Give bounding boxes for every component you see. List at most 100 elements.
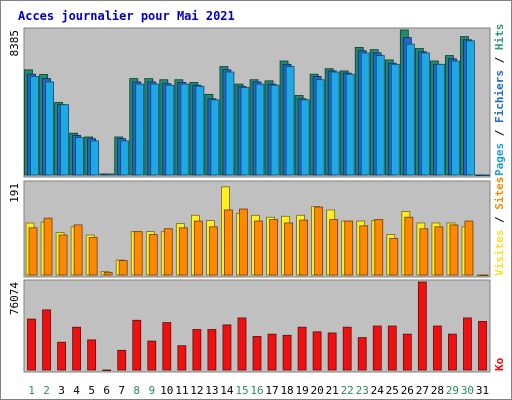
bar-pages-day-10 bbox=[165, 84, 175, 176]
bar-pages-day-5 bbox=[90, 140, 100, 176]
panel-legend: Visites / Sites bbox=[493, 177, 506, 276]
bar-sites-day-24 bbox=[374, 219, 384, 276]
bar-sites-day-29 bbox=[449, 224, 459, 276]
bar-ko-day-5 bbox=[87, 339, 97, 371]
bar-sites-day-15 bbox=[239, 208, 248, 276]
bar-ko-day-28 bbox=[432, 325, 442, 371]
bar-ko-day-21 bbox=[327, 332, 337, 371]
day-label-17: 17 bbox=[265, 384, 278, 397]
bar-sites-day-2 bbox=[43, 217, 53, 276]
bar-pages-day-20 bbox=[315, 79, 325, 176]
bar-pages-day-24 bbox=[375, 55, 385, 176]
day-label-25: 25 bbox=[386, 384, 399, 397]
panel-legend: Ko bbox=[493, 357, 506, 371]
bar-pages-day-15 bbox=[240, 87, 250, 176]
legend-entry: Hits bbox=[493, 24, 506, 51]
day-label-8: 8 bbox=[133, 384, 140, 397]
ymax-label: 76074 bbox=[8, 282, 21, 315]
bar-pages-day-30 bbox=[466, 40, 475, 176]
day-label-7: 7 bbox=[118, 384, 125, 397]
ymax-label: 8385 bbox=[8, 30, 21, 57]
day-label-2: 2 bbox=[43, 384, 50, 397]
bar-sites-day-26 bbox=[404, 216, 414, 276]
bar-ko-day-17 bbox=[267, 333, 277, 371]
bar-sites-day-18 bbox=[284, 222, 293, 276]
bar-pages-day-1 bbox=[30, 76, 39, 176]
bar-pages-day-31 bbox=[481, 174, 490, 177]
bar-ko-day-20 bbox=[312, 331, 322, 371]
bar-sites-day-20 bbox=[314, 206, 324, 276]
day-label-22: 22 bbox=[341, 384, 354, 397]
bar-pages-day-4 bbox=[75, 137, 85, 176]
ymax-label: 191 bbox=[8, 183, 21, 203]
bar-pages-day-17 bbox=[270, 84, 280, 176]
legend-entry: Ko bbox=[493, 357, 506, 371]
chart-panels: 8385 Pages / Fichiers / Hits 191 Visites / … bbox=[8, 24, 506, 373]
bar-sites-day-9 bbox=[148, 234, 158, 276]
bar-ko-day-3 bbox=[57, 341, 66, 371]
bar-pages-day-3 bbox=[60, 104, 69, 176]
bar-sites-day-12 bbox=[193, 220, 203, 276]
day-label-24: 24 bbox=[371, 384, 385, 397]
day-label-21: 21 bbox=[326, 384, 339, 397]
bar-pages-day-8 bbox=[135, 83, 145, 176]
day-label-16: 16 bbox=[250, 384, 263, 397]
bar-ko-day-10 bbox=[162, 322, 172, 371]
bar-pages-day-6 bbox=[105, 173, 115, 176]
bar-pages-day-14 bbox=[225, 71, 235, 176]
legend-entry: Fichiers bbox=[493, 70, 506, 123]
bar-ko-day-14 bbox=[222, 324, 232, 371]
day-label-13: 13 bbox=[205, 384, 218, 397]
legend-entry: / bbox=[493, 210, 506, 230]
panel-pages-fichiers-hits: 8385 Pages / Fichiers / Hits bbox=[8, 24, 506, 178]
bar-pages-day-26 bbox=[405, 43, 415, 176]
bar-sites-day-31 bbox=[479, 274, 489, 277]
bar-sites-day-8 bbox=[133, 231, 143, 276]
day-label-15: 15 bbox=[235, 384, 248, 397]
bar-ko-day-15 bbox=[237, 317, 247, 371]
day-label-10: 10 bbox=[160, 384, 173, 397]
bar-sites-day-11 bbox=[178, 227, 188, 276]
day-label-29: 29 bbox=[446, 384, 459, 397]
bar-sites-day-25 bbox=[389, 237, 399, 276]
bar-pages-day-19 bbox=[300, 99, 310, 176]
bar-pages-day-11 bbox=[180, 83, 190, 176]
day-label-18: 18 bbox=[280, 384, 293, 397]
day-label-28: 28 bbox=[431, 384, 444, 397]
bar-sites-day-16 bbox=[254, 220, 263, 276]
bar-ko-day-2 bbox=[42, 309, 51, 371]
bar-pages-day-27 bbox=[420, 52, 430, 176]
bar-pages-day-12 bbox=[195, 85, 205, 176]
bar-sites-day-22 bbox=[344, 220, 354, 276]
legend-entry: Visites bbox=[493, 230, 506, 276]
bar-sites-day-28 bbox=[434, 226, 444, 276]
bar-ko-day-19 bbox=[297, 326, 307, 371]
bar-ko-day-25 bbox=[387, 325, 397, 371]
bar-ko-day-26 bbox=[402, 333, 412, 371]
bar-pages-day-18 bbox=[285, 66, 295, 176]
bar-sites-day-3 bbox=[58, 234, 68, 276]
bar-pages-day-23 bbox=[360, 52, 370, 176]
bar-ko-day-22 bbox=[342, 326, 352, 371]
bar-ko-day-6 bbox=[102, 369, 112, 372]
bar-ko-day-8 bbox=[132, 319, 142, 371]
day-label-26: 26 bbox=[401, 384, 414, 397]
bar-sites-day-13 bbox=[209, 226, 218, 276]
bar-sites-day-1 bbox=[28, 227, 38, 276]
bar-pages-day-9 bbox=[150, 83, 160, 176]
day-label-4: 4 bbox=[73, 384, 80, 397]
panel-legend: Pages / Fichiers / Hits bbox=[493, 24, 506, 176]
bar-sites-day-14 bbox=[224, 209, 233, 276]
day-axis-labels: 1 2 3 4 5 6 7 8 9 10 11 12 13 14 15 16 17 18 19 20 21 22 23 24 2… bbox=[28, 384, 489, 397]
legend-entry: Pages bbox=[493, 143, 506, 176]
bar-pages-day-13 bbox=[210, 99, 220, 176]
bar-sites-day-5 bbox=[88, 237, 98, 276]
panel-ko: 76074 Ko bbox=[8, 279, 506, 373]
day-label-20: 20 bbox=[311, 384, 324, 397]
day-label-1: 1 bbox=[28, 384, 35, 397]
day-label-6: 6 bbox=[103, 384, 110, 397]
legend-entry: / bbox=[493, 50, 506, 70]
day-label-19: 19 bbox=[295, 384, 308, 397]
bar-ko-day-24 bbox=[372, 325, 382, 371]
